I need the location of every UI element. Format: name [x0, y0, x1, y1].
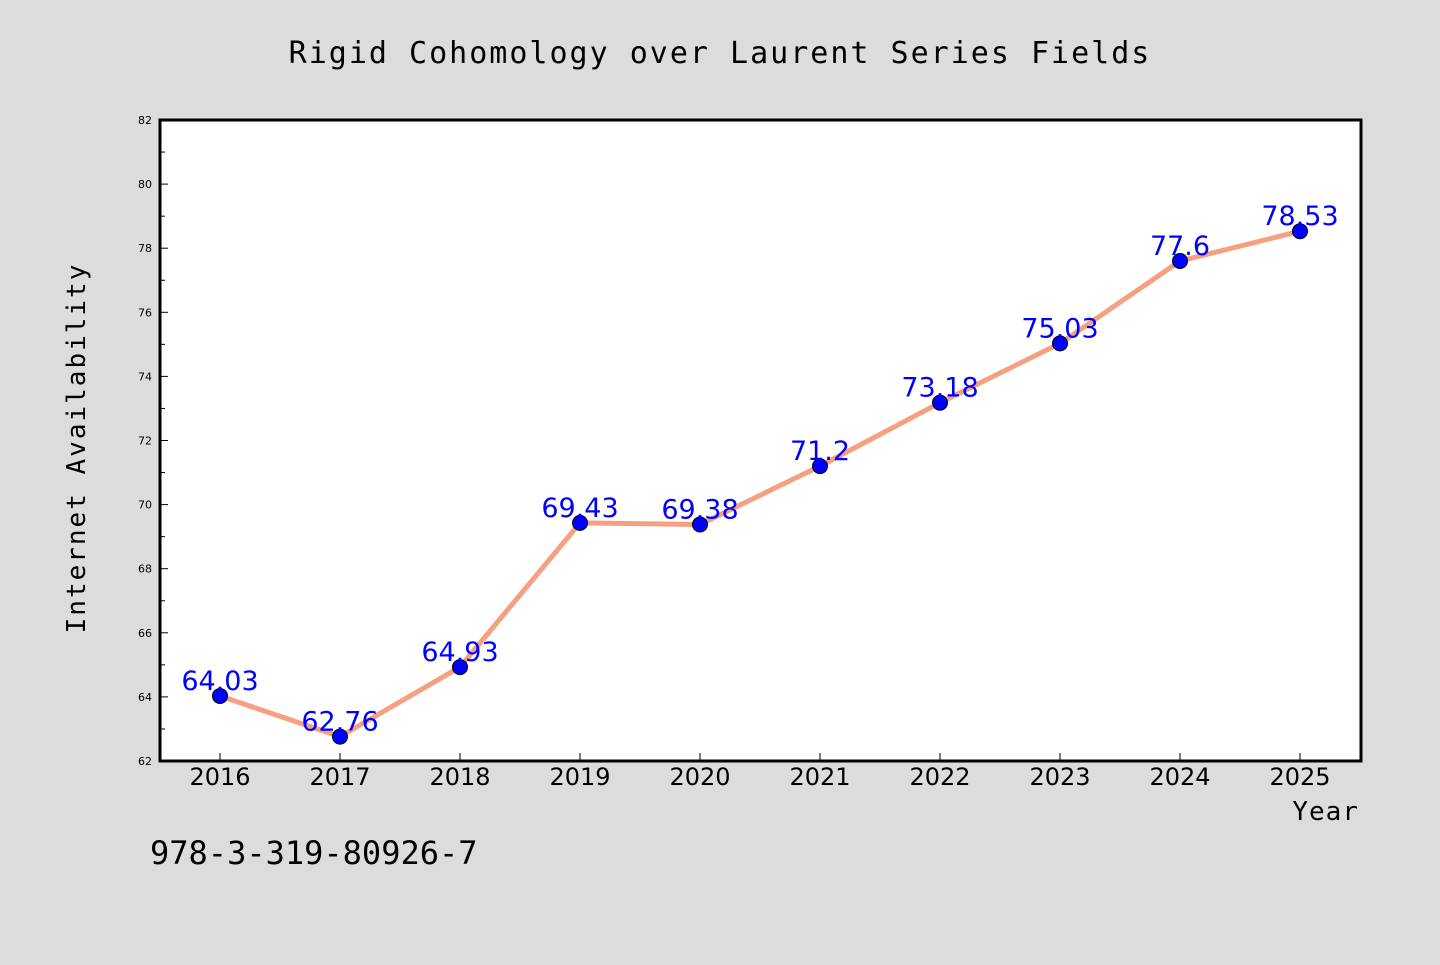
- data-label: 73.18: [901, 373, 978, 404]
- y-tick-label: 74: [138, 370, 152, 383]
- x-tick-label: 2025: [1269, 763, 1330, 791]
- y-axis-ticks: 62 64 66 68 70 72 74 76 78 80 82: [138, 114, 168, 768]
- data-label: 78.53: [1261, 201, 1338, 232]
- x-tick-label: 2019: [549, 763, 610, 791]
- data-label: 64.93: [421, 637, 498, 668]
- chart-title: Rigid Cohomology over Laurent Series Fie…: [289, 36, 1152, 71]
- y-tick-label: 70: [138, 499, 152, 512]
- x-tick-label: 2021: [789, 763, 850, 791]
- data-label: 75.03: [1021, 313, 1098, 344]
- data-point-marker: [452, 659, 468, 676]
- plot-area: [158, 118, 1363, 763]
- x-tick-label: 2022: [909, 763, 970, 791]
- isbn-annotation: 978-3-319-80926-7: [150, 834, 478, 872]
- y-tick-label: 64: [138, 691, 152, 704]
- data-label: 62.76: [301, 707, 378, 738]
- series-layer: 64.03 62.76 64.93 69.43 69.38 71.2 73.18 75.03 7…: [181, 201, 1339, 745]
- y-tick-label: 66: [138, 627, 152, 640]
- data-label: 69.43: [541, 493, 618, 524]
- series-line: [217, 228, 1303, 740]
- x-tick-label: 2020: [669, 763, 730, 791]
- data-point-marker: [932, 394, 948, 411]
- y-tick-label: 78: [138, 242, 152, 255]
- data-point-marker: [212, 687, 228, 704]
- data-point-marker: [1052, 335, 1068, 352]
- data-point-marker: [332, 728, 348, 745]
- x-axis-ticks: 2016 2017 2018 2019 2020 2021 2022 2023 2024 2025: [189, 753, 1331, 791]
- y-tick-label: 82: [138, 114, 152, 127]
- y-tick-label: 80: [138, 178, 152, 191]
- y-tick-label: 68: [138, 563, 152, 576]
- y-axis-label: Internet Availability: [62, 263, 92, 634]
- x-tick-label: 2024: [1149, 763, 1210, 791]
- x-tick-label: 2018: [429, 763, 490, 791]
- data-label: 69.38: [661, 494, 738, 525]
- x-tick-label: 2017: [309, 763, 370, 791]
- data-point-marker: [572, 514, 588, 531]
- y-tick-label: 72: [138, 435, 152, 448]
- x-tick-label: 2016: [189, 763, 250, 791]
- y-tick-label: 62: [138, 755, 152, 768]
- x-tick-label: 2023: [1029, 763, 1090, 791]
- data-point-marker: [812, 458, 828, 475]
- data-point-marker: [1292, 223, 1308, 240]
- x-axis-label: Year: [1292, 797, 1359, 827]
- y-tick-label: 76: [138, 306, 152, 319]
- data-label: 71.2: [790, 436, 850, 467]
- data-point-marker: [1172, 253, 1188, 270]
- data-label: 64.03: [181, 666, 258, 697]
- data-label: 77.6: [1150, 231, 1210, 262]
- data-point-marker: [692, 516, 708, 533]
